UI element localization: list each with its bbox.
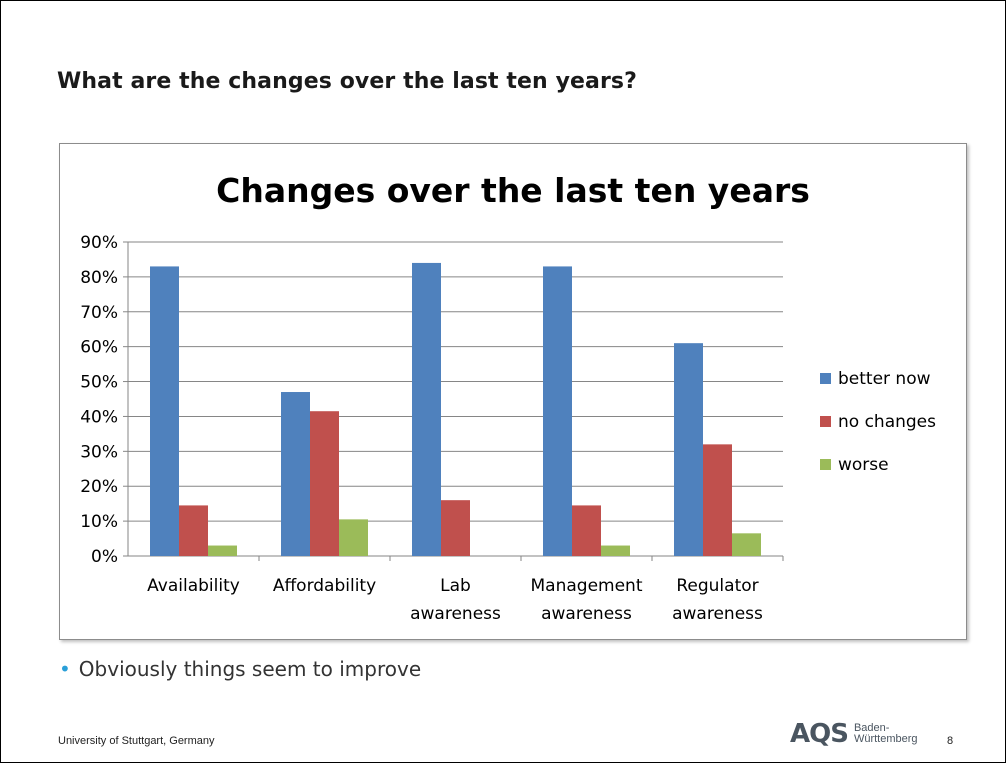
logo-line-1: Baden- <box>853 722 890 734</box>
y-tick-label: 90% <box>80 233 118 253</box>
y-tick-label: 60% <box>80 338 118 358</box>
legend-swatch <box>820 459 831 470</box>
chart-container: Changes over the last ten years 0% 10% 20% 3… <box>59 143 967 640</box>
logo-line-2: Württemberg <box>853 733 918 745</box>
y-tick-label: 40% <box>80 407 118 427</box>
bar-worse <box>339 519 368 556</box>
bar-no-changes <box>703 444 732 556</box>
x-tick-label: Management <box>531 576 643 596</box>
bullet-dot-icon: • <box>59 657 71 681</box>
x-tick-label: awareness <box>410 604 501 624</box>
bar-better-now <box>150 266 179 556</box>
bar-no-changes <box>441 500 470 556</box>
bar-better-now <box>543 266 572 556</box>
legend-swatch <box>820 373 831 384</box>
bar-no-changes <box>572 505 601 556</box>
x-tick-label: Regulator <box>676 576 758 596</box>
bar-better-now <box>412 262 441 556</box>
bar-worse <box>601 545 630 556</box>
bullet-text: Obviously things seem to improve <box>78 657 422 681</box>
x-tick-label: Availability <box>147 576 240 596</box>
x-tick-label: Affordability <box>273 576 376 596</box>
bar-no-changes <box>179 505 208 556</box>
slide-title: What are the changes over the last ten y… <box>57 69 637 94</box>
y-tick-label: 0% <box>91 547 118 567</box>
chart-title: Changes over the last ten years <box>216 171 810 210</box>
bar-worse <box>732 533 761 556</box>
legend-label: better now <box>838 369 931 389</box>
y-tick-label: 20% <box>80 477 118 497</box>
y-tick-label: 50% <box>80 373 118 393</box>
bar-better-now <box>674 343 703 556</box>
y-tick-label: 70% <box>80 303 118 323</box>
page-number: 8 <box>947 735 954 747</box>
y-tick-label: 30% <box>80 442 118 462</box>
y-tick-label: 80% <box>80 268 118 288</box>
aqs-logo: AQS Baden- Württemberg <box>790 719 918 749</box>
x-tick-label: awareness <box>672 604 763 624</box>
legend-swatch <box>820 416 831 427</box>
bar-better-now <box>281 392 310 556</box>
bar-no-changes <box>310 411 339 556</box>
bar-worse <box>208 545 237 556</box>
legend-label: worse <box>838 455 889 475</box>
y-tick-label: 10% <box>80 512 118 532</box>
x-tick-label: awareness <box>541 604 632 624</box>
bullet-item: • Obviously things seem to improve <box>59 657 421 681</box>
logo-text: Baden- Württemberg <box>854 723 918 745</box>
footer-institution: University of Stuttgart, Germany <box>58 735 215 747</box>
bar-chart: Changes over the last ten years 0% 10% 20% 3… <box>80 171 936 624</box>
legend-label: no changes <box>838 412 936 432</box>
x-tick-label: Lab <box>440 576 471 596</box>
logo-mark: AQS <box>790 719 849 749</box>
